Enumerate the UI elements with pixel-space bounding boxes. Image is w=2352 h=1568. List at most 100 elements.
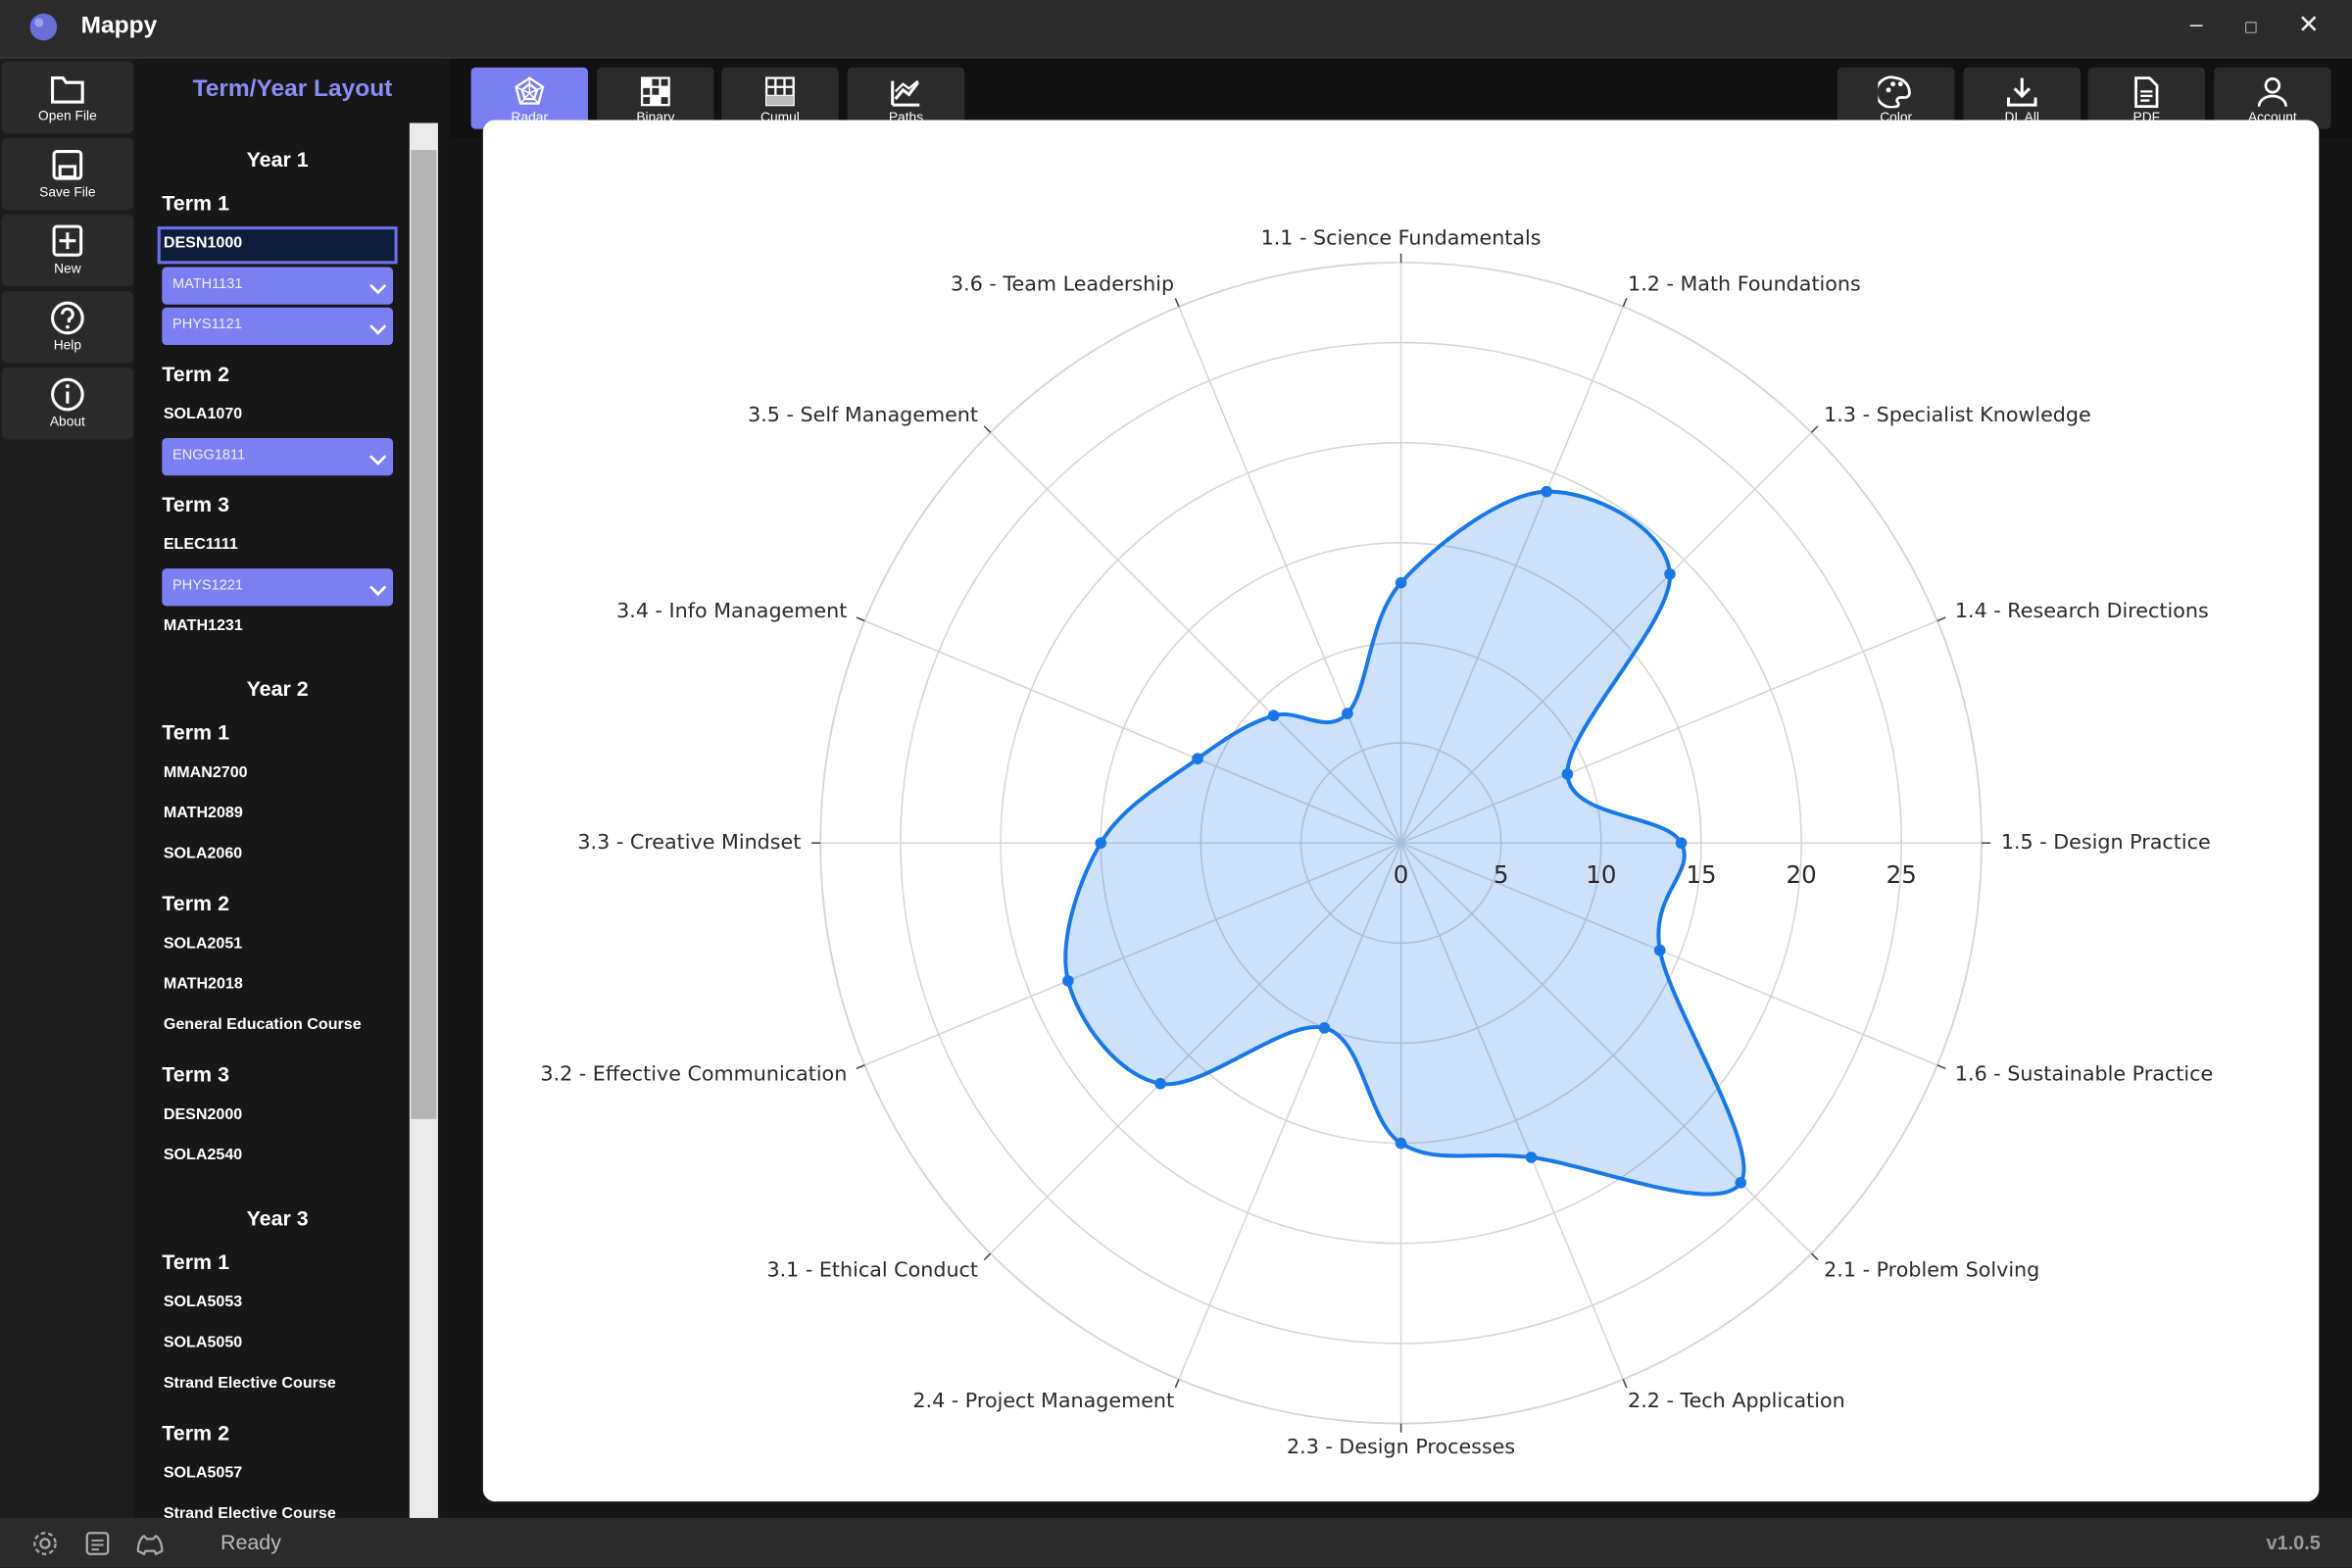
data-point	[1267, 710, 1280, 722]
course-code[interactable]: SOLA5050	[163, 1333, 243, 1352]
axis-label: 1.5 - Design Practice	[2001, 830, 2211, 854]
axis-label: 2.4 - Project Management	[912, 1389, 1174, 1412]
year-header: Year 1	[246, 146, 309, 172]
course-code[interactable]: ELEC1111	[163, 535, 238, 554]
data-point	[1095, 837, 1107, 850]
radial-tick-label: 15	[1686, 860, 1716, 889]
info-icon	[51, 377, 84, 412]
course-dropdown[interactable]	[162, 568, 394, 607]
course-code[interactable]: SOLA5057	[163, 1463, 243, 1483]
scrollbar-thumb[interactable]	[411, 150, 437, 1119]
course-code[interactable]: SOLA1070	[163, 405, 243, 423]
data-point	[1525, 1152, 1538, 1163]
course-code[interactable]: General Education Course	[163, 1015, 362, 1034]
pdf-button[interactable]: PDF	[2087, 67, 2205, 129]
course-code[interactable]: MATH2089	[163, 804, 243, 822]
axis-label: 2.1 - Problem Solving	[1824, 1257, 2039, 1281]
axis-label: 1.3 - Specialist Knowledge	[1824, 403, 2091, 426]
spoke	[1178, 842, 1402, 1380]
term-header: Term 2	[162, 361, 229, 386]
new-icon	[52, 224, 83, 257]
chart-card: 1.1 - Science Fundamentals 1.2 - Math Fou…	[482, 120, 2320, 1502]
course-code[interactable]: ENGG1811	[172, 447, 246, 464]
course-dropdown[interactable]	[162, 437, 394, 476]
course-code[interactable]: SOLA2060	[163, 844, 243, 863]
data-point	[1154, 1077, 1166, 1090]
chevron-icon	[369, 585, 387, 597]
discord-icon[interactable]	[133, 1530, 167, 1557]
spoke	[1400, 842, 1938, 1066]
dropdown-chevron[interactable]	[369, 579, 387, 597]
spoke-tick	[856, 1064, 865, 1070]
year-header: Year 2	[246, 676, 309, 701]
button-label: Save File	[39, 184, 96, 200]
chevron-icon	[369, 455, 387, 466]
button-label: Help	[53, 337, 82, 353]
save-file-button[interactable]: Save File	[1, 137, 134, 211]
axis-label: 3.4 - Info Management	[616, 599, 847, 622]
dropdown-chevron[interactable]	[369, 318, 387, 335]
open-file-button[interactable]: Open File	[1, 61, 134, 134]
maximize-button[interactable]: □	[2245, 16, 2257, 38]
spoke	[990, 842, 1402, 1254]
course-code[interactable]: Strand Elective Course	[163, 1504, 336, 1518]
settings-icon[interactable]	[30, 1530, 61, 1557]
button-label: Open File	[38, 108, 97, 123]
course-code[interactable]: Strand Elective Course	[163, 1374, 336, 1393]
radial-tick-label: 0	[1394, 860, 1409, 889]
course-dropdown[interactable]	[162, 267, 394, 305]
paths-tab[interactable]: Paths	[847, 67, 965, 129]
course-code[interactable]: SOLA5053	[163, 1293, 243, 1311]
spoke-tick	[1936, 1064, 1946, 1070]
radial-tick-label: 20	[1787, 860, 1817, 889]
course-dropdown[interactable]	[162, 307, 394, 346]
course-code[interactable]: MATH2018	[163, 974, 243, 994]
data-point	[1675, 837, 1688, 850]
course-code[interactable]: DESN1000	[163, 233, 243, 253]
spoke-tick	[1174, 1379, 1180, 1389]
version-text: v1.0.5	[2266, 1531, 2321, 1554]
axis-label: 1.4 - Research Directions	[1955, 599, 2209, 622]
radar-tab[interactable]: Radar	[470, 67, 588, 129]
download-all-button[interactable]: DL All	[1963, 67, 2081, 129]
axis-label: 3.2 - Effective Communication	[540, 1061, 847, 1085]
course-list: Year 1 Term 1 DESN1000 MATH1131 PHYS1121 Term…	[136, 59, 410, 1518]
term-header: Term 1	[162, 1249, 229, 1274]
course-code[interactable]: MATH1231	[163, 616, 243, 635]
minimize-button[interactable]: –	[2189, 12, 2203, 38]
new-button[interactable]: New	[1, 214, 134, 287]
help-button[interactable]: Help	[1, 290, 134, 364]
app-logo	[29, 13, 58, 41]
axis-label: 1.1 - Science Fundamentals	[1261, 225, 1542, 249]
year-header: Year 3	[246, 1205, 309, 1231]
course-code[interactable]: SOLA2051	[163, 934, 243, 953]
spoke-tick	[1810, 1252, 1819, 1261]
term-header: Term 2	[162, 1420, 229, 1445]
spoke	[864, 619, 1401, 844]
course-code[interactable]: PHYS1121	[172, 316, 242, 333]
chevron-icon	[369, 283, 387, 295]
dropdown-chevron[interactable]	[369, 449, 387, 466]
log-icon[interactable]	[84, 1530, 112, 1557]
course-code[interactable]: MMAN2700	[163, 763, 248, 782]
layout-panel: Term/Year Layout Year 1 Term 1 DESN1000 MAT…	[136, 58, 448, 1518]
course-code[interactable]: DESN2000	[163, 1105, 243, 1124]
binary-tab[interactable]: Binary	[597, 67, 714, 129]
status-text: Ready	[220, 1530, 281, 1554]
course-input[interactable]	[157, 226, 398, 265]
spoke-tick	[856, 616, 865, 622]
close-button[interactable]: ✕	[2297, 10, 2320, 39]
spoke-tick	[1936, 616, 1946, 622]
axis-label: 2.2 - Tech Application	[1628, 1389, 1845, 1412]
data-point	[1395, 576, 1407, 589]
course-code[interactable]: SOLA2540	[163, 1146, 243, 1164]
download-icon	[2006, 77, 2037, 107]
course-code[interactable]: PHYS1221	[172, 577, 243, 595]
course-code[interactable]: MATH1131	[172, 275, 243, 293]
dropdown-chevron[interactable]	[369, 277, 387, 295]
radar-chart: 1.1 - Science Fundamentals 1.2 - Math Fou…	[540, 225, 2213, 1458]
data-point	[1062, 975, 1074, 987]
cumul-tab[interactable]: Cumul	[721, 67, 839, 129]
about-button[interactable]: About	[1, 367, 134, 440]
